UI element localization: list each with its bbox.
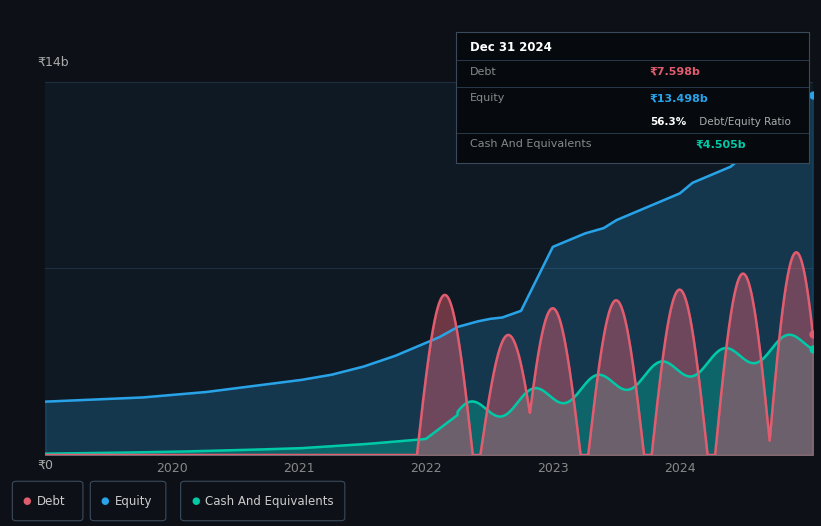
Text: 56.3%: 56.3%	[650, 117, 686, 127]
Text: Debt/Equity Ratio: Debt/Equity Ratio	[695, 117, 791, 127]
Text: Dec 31 2024: Dec 31 2024	[470, 41, 552, 54]
Text: ₹4.505b: ₹4.505b	[695, 139, 746, 149]
Text: ₹0: ₹0	[38, 459, 53, 472]
Text: ₹13.498b: ₹13.498b	[650, 94, 709, 104]
Text: ●: ●	[101, 496, 109, 507]
Text: ●: ●	[191, 496, 200, 507]
Text: ₹7.598b: ₹7.598b	[650, 67, 700, 77]
Text: Cash And Equivalents: Cash And Equivalents	[205, 495, 334, 508]
Text: Cash And Equivalents: Cash And Equivalents	[470, 139, 591, 149]
Text: Debt: Debt	[37, 495, 66, 508]
Text: ●: ●	[23, 496, 31, 507]
Text: Equity: Equity	[470, 94, 505, 104]
Text: Equity: Equity	[115, 495, 153, 508]
Text: Debt: Debt	[470, 67, 497, 77]
Text: ₹14b: ₹14b	[38, 55, 69, 68]
